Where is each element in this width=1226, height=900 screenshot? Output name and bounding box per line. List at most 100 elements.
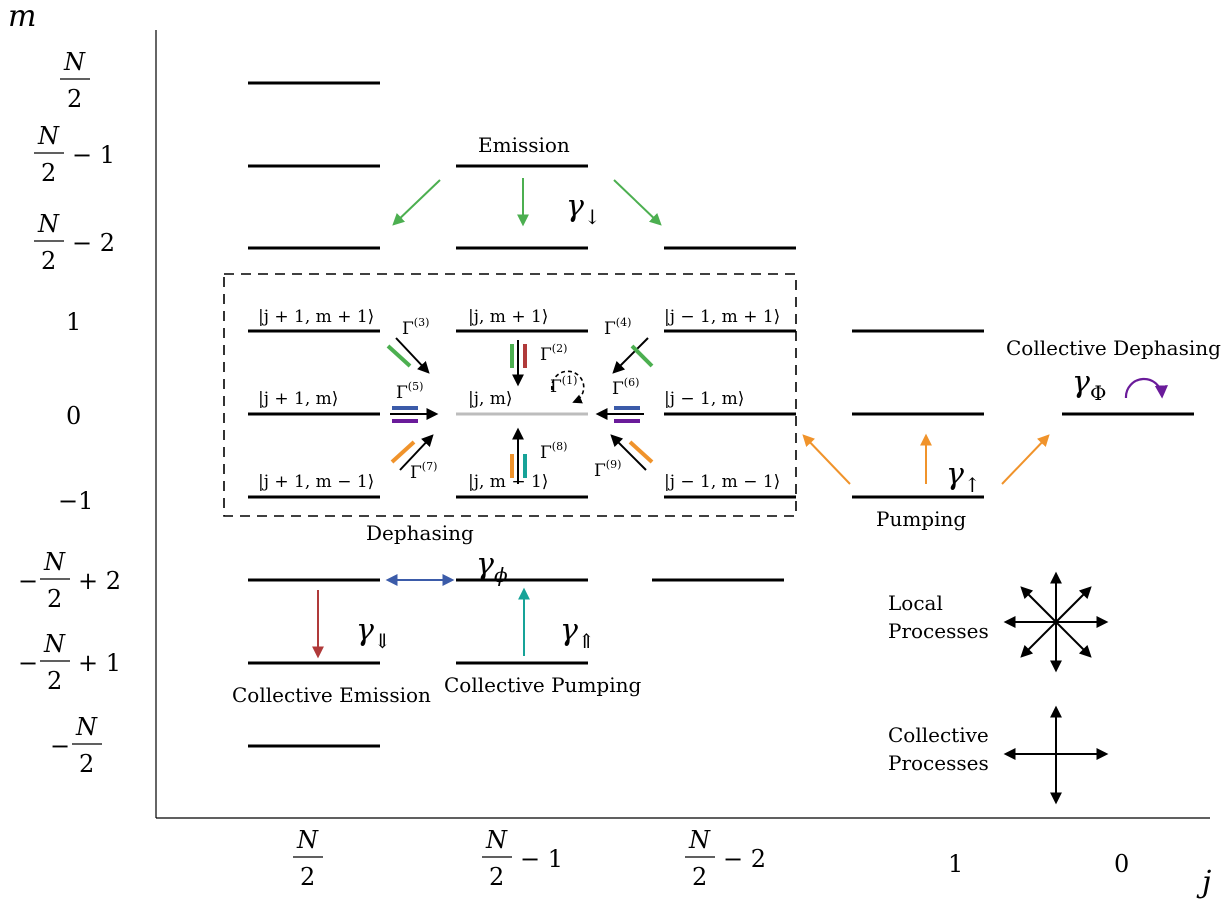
x-tick-den: 2 xyxy=(489,863,504,891)
y-axis-label: m xyxy=(8,0,36,34)
gamma-base: Γ xyxy=(540,345,552,365)
gamma-8-label: Γ(8) xyxy=(540,440,567,463)
rate-subscript: ⇓ xyxy=(374,629,391,653)
collective-pumping-label: Collective Pumping xyxy=(444,673,641,697)
y-tick-minus-n-over-2: − N 2 xyxy=(50,713,102,778)
x-tick-n-over-2: N 2 xyxy=(293,826,323,891)
x-tick-num: N xyxy=(485,826,508,854)
rate-subscript: ↓ xyxy=(584,205,601,229)
gamma-6-label: Γ(6) xyxy=(612,376,639,399)
collective-dephasing-curl-arrow xyxy=(1124,377,1168,399)
gamma-sup: (7) xyxy=(422,460,438,473)
emission-arrow xyxy=(613,179,662,226)
x-tick-den: 2 xyxy=(300,863,315,891)
gamma-base: Γ xyxy=(612,379,624,399)
gamma-base: Γ xyxy=(540,443,552,463)
collective-dephasing-rate-symbol: γΦ xyxy=(1072,365,1106,405)
gamma-base: Γ xyxy=(396,383,408,403)
gamma-6-transition: Γ(6) xyxy=(595,376,644,423)
gamma-sup: (9) xyxy=(606,458,622,471)
rate-subscript: ϕ xyxy=(494,563,508,587)
y-tick-suffix: − 2 xyxy=(72,229,115,257)
local-arrow-ne xyxy=(1055,586,1092,623)
gamma-9-bar xyxy=(628,440,654,464)
emission-arrow xyxy=(392,179,441,226)
y-tick-den: 2 xyxy=(41,247,56,275)
x-tick-n-over-2-minus-1: N 2 − 1 xyxy=(482,826,563,891)
collective-emission-label: Collective Emission xyxy=(232,683,431,707)
gamma-9-transition: Γ(9) xyxy=(594,434,654,481)
emission-rate-symbol: γ↓ xyxy=(566,189,601,229)
gamma-7-label: Γ(7) xyxy=(410,460,437,483)
gamma-1-transition: Γ(1) xyxy=(550,370,585,404)
rate-base: γ xyxy=(1072,365,1090,400)
gamma-4-bar xyxy=(630,344,654,368)
gamma-3-arrow xyxy=(395,337,430,374)
dephasing-rate-symbol: γϕ xyxy=(476,547,508,587)
y-tick-1: 1 xyxy=(66,308,81,336)
ket-label: |j − 1, m − 1⟩ xyxy=(664,472,780,492)
pumping-arrows xyxy=(802,433,1050,485)
y-tick-den: 2 xyxy=(47,585,62,613)
x-tick-suffix: − 1 xyxy=(520,845,563,873)
y-tick-num: N xyxy=(43,548,66,576)
gamma-3-bar xyxy=(386,344,412,368)
y-tick-suffix: − 1 xyxy=(72,141,115,169)
local-processes-label-line1: Local xyxy=(888,591,943,615)
pumping-label: Pumping xyxy=(876,507,966,531)
ket-label: |j − 1, m⟩ xyxy=(664,389,744,409)
gamma-sup: (4) xyxy=(616,316,632,329)
pumping-rate-symbol: γ↑ xyxy=(946,457,981,497)
x-tick-den: 2 xyxy=(692,863,707,891)
gamma-4-label: Γ(4) xyxy=(604,316,631,339)
y-tick-num: N xyxy=(37,210,60,238)
collective-dephasing-label: Collective Dephasing xyxy=(1006,336,1221,360)
y-tick-n-over-2-minus-1: N 2 − 1 xyxy=(34,122,115,187)
x-tick-num: N xyxy=(688,826,711,854)
gamma-9-label: Γ(9) xyxy=(594,458,621,481)
gamma-7-transition: Γ(7) xyxy=(390,434,437,483)
gamma-5-transition: Γ(5) xyxy=(390,380,439,423)
gamma-base: Γ xyxy=(550,377,562,397)
y-tick-num: N xyxy=(37,122,60,150)
local-processes-label-line2: Processes xyxy=(888,619,989,643)
y-tick-suffix: + 1 xyxy=(78,649,121,677)
y-tick-den: 2 xyxy=(41,159,56,187)
gamma-sup: (3) xyxy=(414,316,430,329)
y-tick-prefix: − xyxy=(18,567,38,595)
y-tick-den: 2 xyxy=(79,750,94,778)
y-tick-prefix: − xyxy=(18,649,38,677)
dephasing-label: Dephasing xyxy=(366,521,474,545)
emission-label: Emission xyxy=(478,133,570,157)
gamma-7-bar xyxy=(390,440,416,464)
ket-label: |j, m + 1⟩ xyxy=(468,307,548,327)
gamma-sup: (1) xyxy=(562,374,578,387)
x-tick-num: N xyxy=(296,826,319,854)
y-tick-num: N xyxy=(63,48,86,76)
pumping-arrow xyxy=(1001,434,1050,485)
local-arrow-se xyxy=(1055,621,1092,658)
y-tick-den: 2 xyxy=(47,667,62,695)
gamma-sup: (5) xyxy=(408,380,424,393)
gamma-base: Γ xyxy=(594,461,606,481)
y-tick-den: 2 xyxy=(67,85,82,113)
collective-pumping-rate-symbol: γ⇑ xyxy=(560,613,595,653)
y-tick-n-over-2: N 2 xyxy=(60,48,90,113)
collective-processes-label-line2: Processes xyxy=(888,751,989,775)
local-processes-icon xyxy=(1003,571,1109,673)
emission-arrows xyxy=(392,178,662,227)
collective-processes-icon xyxy=(1003,705,1109,805)
gamma-sup: (6) xyxy=(624,376,640,389)
x-tick-0: 0 xyxy=(1114,850,1129,878)
x-tick-1: 1 xyxy=(948,850,963,878)
y-tick-prefix: − xyxy=(50,732,70,760)
gamma-4-arrow xyxy=(612,337,649,374)
x-axis-label: j xyxy=(1196,865,1211,900)
gamma-4-transition: Γ(4) xyxy=(604,316,654,374)
rate-base: γ xyxy=(566,189,584,224)
ket-label: |j, m⟩ xyxy=(468,389,513,409)
gamma-2-label: Γ(2) xyxy=(540,342,567,365)
rate-base: γ xyxy=(476,547,494,582)
